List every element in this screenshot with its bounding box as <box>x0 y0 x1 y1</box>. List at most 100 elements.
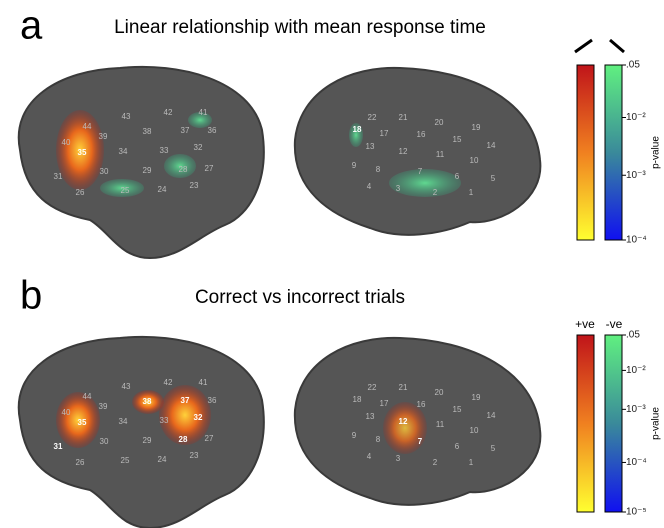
region-label: 14 <box>487 411 496 420</box>
region-label: 17 <box>380 129 389 138</box>
region-label: 12 <box>399 147 408 156</box>
region-label: 6 <box>455 172 460 181</box>
region-label: 28 <box>179 165 188 174</box>
region-label: 2 <box>433 188 438 197</box>
region-label: 19 <box>472 123 481 132</box>
region-label: 29 <box>143 166 152 175</box>
region-label: 32 <box>194 413 203 422</box>
region-label: 5 <box>491 174 496 183</box>
region-label: 24 <box>158 455 167 464</box>
region-label: 37 <box>181 396 190 405</box>
region-label: 33 <box>160 416 169 425</box>
colorbar-tick-label: .05 <box>626 60 640 71</box>
colorbar-axis-label: p-value <box>651 407 662 440</box>
region-label: 7 <box>418 437 423 446</box>
region-label: 20 <box>435 388 444 397</box>
region-label: 39 <box>99 132 108 141</box>
region-label: 11 <box>436 150 445 159</box>
region-label: 20 <box>435 118 444 127</box>
region-label: 34 <box>119 147 128 156</box>
region-label: 13 <box>366 142 375 151</box>
region-label: 16 <box>417 130 426 139</box>
region-label: 18 <box>353 125 362 134</box>
region-label: 38 <box>143 397 152 406</box>
brain-right <box>295 68 541 235</box>
region-label: 30 <box>100 437 109 446</box>
region-label: 8 <box>376 435 381 444</box>
region-label: 31 <box>54 442 63 451</box>
region-label: 35 <box>78 148 87 157</box>
region-label: 10 <box>470 426 479 435</box>
region-label: 28 <box>179 435 188 444</box>
panel-title: Linear relationship with mean response t… <box>114 17 486 38</box>
region-label: 35 <box>78 418 87 427</box>
colorbar-tick-label: 10⁻² <box>626 112 646 123</box>
region-label: 15 <box>453 135 462 144</box>
colorbar-axis-label: p-value <box>651 136 662 169</box>
brain-left <box>19 67 264 258</box>
panel-label: a <box>20 4 43 48</box>
region-label: 25 <box>121 456 130 465</box>
colorbar-tick-label: 10⁻³ <box>626 404 646 415</box>
region-label: 6 <box>455 442 460 451</box>
region-label: 26 <box>76 188 85 197</box>
region-label: 44 <box>83 122 92 131</box>
region-label: 27 <box>205 434 214 443</box>
colorbar-tick-label: 10⁻⁴ <box>626 457 647 468</box>
region-label: 1 <box>469 188 474 197</box>
region-label: 23 <box>190 181 199 190</box>
region-label: 13 <box>366 412 375 421</box>
region-label: 21 <box>399 383 408 392</box>
negative-label: -ve <box>606 317 623 331</box>
colorbar-tick-label: 10⁻² <box>626 365 646 376</box>
positive-label: +ve <box>575 317 595 331</box>
region-label: 40 <box>62 138 71 147</box>
region-label: 11 <box>436 420 445 429</box>
region-label: 37 <box>181 126 190 135</box>
colorbar-negative <box>605 335 622 512</box>
region-label: 42 <box>164 378 173 387</box>
region-label: 23 <box>190 451 199 460</box>
region-label: 2 <box>433 458 438 467</box>
region-label: 3 <box>396 454 401 463</box>
region-label: 36 <box>208 396 217 405</box>
region-label: 18 <box>353 395 362 404</box>
region-label: 24 <box>158 185 167 194</box>
region-label: 8 <box>376 165 381 174</box>
region-label: 25 <box>121 186 130 195</box>
colorbar-tick-label: 10⁻³ <box>626 170 646 181</box>
colorbar-tick-label: .05 <box>626 330 640 341</box>
panel-b: b Correct vs incorrect trials <box>19 274 541 528</box>
region-label: 36 <box>208 126 217 135</box>
region-label: 41 <box>199 378 208 387</box>
region-label: 9 <box>352 431 357 440</box>
region-label: 30 <box>100 167 109 176</box>
region-label: 26 <box>76 458 85 467</box>
region-label: 4 <box>367 452 372 461</box>
colorbar-positive <box>577 335 594 512</box>
panel-a: a Linear relationship with mean response… <box>19 4 624 258</box>
region-label: 27 <box>205 164 214 173</box>
region-label: 43 <box>122 382 131 391</box>
panel-label: b <box>20 274 42 318</box>
panel-title: Correct vs incorrect trials <box>195 287 405 308</box>
region-label: 38 <box>143 127 152 136</box>
region-label: 29 <box>143 436 152 445</box>
region-label: 22 <box>368 113 377 122</box>
region-label: 10 <box>470 156 479 165</box>
region-label: 4 <box>367 182 372 191</box>
region-label: 42 <box>164 108 173 117</box>
region-label: 32 <box>194 143 203 152</box>
colorbar-negative <box>605 65 622 240</box>
region-label: 44 <box>83 392 92 401</box>
region-label: 21 <box>399 113 408 122</box>
region-label: 7 <box>418 167 423 176</box>
region-label: 16 <box>417 400 426 409</box>
colorbar-tick-label: 10⁻⁴ <box>626 235 647 246</box>
region-label: 14 <box>487 141 496 150</box>
colorbar-positive <box>577 65 594 240</box>
region-label: 3 <box>396 184 401 193</box>
region-label: 41 <box>199 108 208 117</box>
colorbar-tick-label: 10⁻⁵ <box>626 507 647 518</box>
region-label: 34 <box>119 417 128 426</box>
